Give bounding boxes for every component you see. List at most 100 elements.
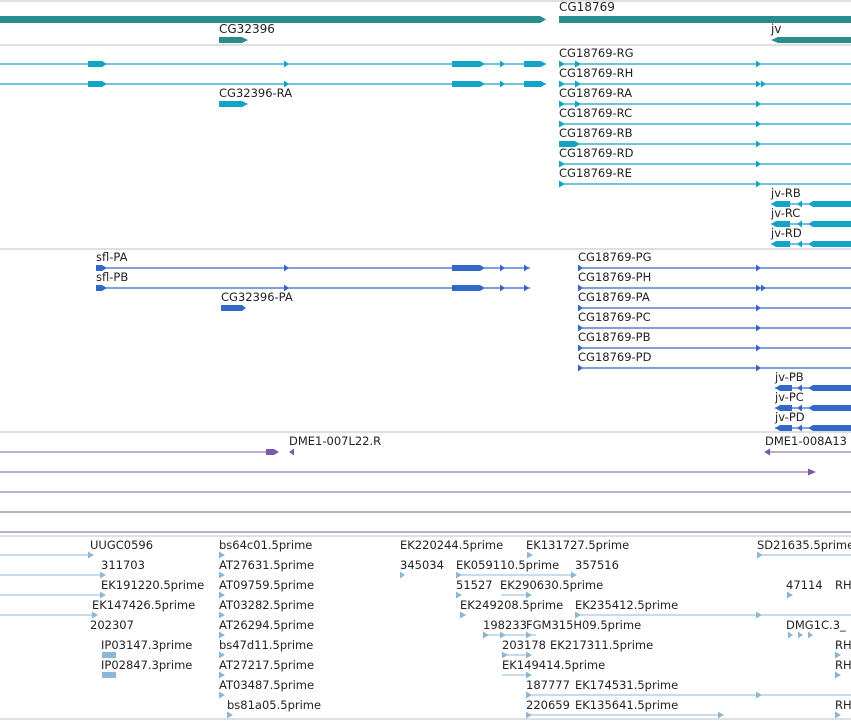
est-label[interactable]: EK147426.5prime bbox=[92, 598, 196, 612]
est-feature[interactable] bbox=[219, 551, 225, 559]
transcript-label[interactable]: CG18769-RE bbox=[559, 166, 632, 180]
est-feature[interactable] bbox=[483, 631, 489, 639]
est-label[interactable]: 51527 bbox=[456, 578, 493, 592]
est-feature[interactable] bbox=[835, 671, 841, 679]
est-feature[interactable] bbox=[102, 672, 116, 678]
est-label[interactable]: AT03282.5prime bbox=[219, 598, 315, 612]
est-feature[interactable] bbox=[219, 611, 225, 619]
protein-label[interactable]: CG18769-PB bbox=[578, 330, 651, 344]
est-label[interactable]: DMG1C.3_ bbox=[786, 618, 846, 632]
transcript-label[interactable]: jv-RD bbox=[771, 226, 802, 240]
transcript-label[interactable]: jv-RB bbox=[771, 186, 801, 200]
est-label[interactable]: EK149414.5prime bbox=[502, 658, 606, 672]
transcript-label[interactable]: CG18769-RH bbox=[559, 66, 634, 80]
est-feature[interactable] bbox=[757, 551, 763, 559]
est-label[interactable]: bs64c01.5prime bbox=[219, 538, 313, 552]
est-feature[interactable] bbox=[100, 571, 106, 579]
protein-feature[interactable] bbox=[578, 304, 851, 312]
clone-feature[interactable] bbox=[289, 448, 294, 456]
est-label[interactable]: AT09759.5prime bbox=[219, 578, 315, 592]
est-label[interactable]: RH bbox=[835, 698, 851, 712]
est-label[interactable]: EK290630.5prime bbox=[500, 578, 604, 592]
protein-feature[interactable] bbox=[578, 344, 851, 352]
clone-feature[interactable] bbox=[0, 468, 816, 476]
est-feature[interactable] bbox=[718, 711, 724, 719]
est-label[interactable]: AT03487.5prime bbox=[219, 678, 315, 692]
est-feature[interactable] bbox=[787, 591, 793, 599]
clone-feature[interactable] bbox=[0, 449, 279, 455]
est-label[interactable]: EK059110.5prime bbox=[456, 558, 560, 572]
protein-feature[interactable] bbox=[96, 264, 530, 272]
est-feature[interactable] bbox=[798, 631, 803, 639]
transcript-feature[interactable] bbox=[559, 180, 851, 188]
transcript-feature[interactable] bbox=[559, 160, 851, 168]
est-feature[interactable] bbox=[88, 551, 94, 559]
gene-label[interactable]: CG32396 bbox=[219, 22, 275, 36]
clone-feature[interactable] bbox=[764, 448, 851, 456]
est-feature[interactable] bbox=[575, 611, 581, 619]
est-feature[interactable] bbox=[526, 691, 532, 699]
est-label[interactable]: EK191220.5prime bbox=[101, 578, 205, 592]
transcript-feature[interactable] bbox=[559, 60, 851, 68]
est-feature[interactable] bbox=[219, 631, 225, 639]
protein-label[interactable]: sfl-PB bbox=[96, 270, 129, 284]
transcript-feature[interactable] bbox=[0, 60, 546, 68]
est-feature[interactable] bbox=[219, 671, 225, 679]
transcript-feature[interactable] bbox=[559, 140, 851, 148]
gene-feature[interactable] bbox=[559, 16, 851, 23]
est-label[interactable]: 187777 bbox=[526, 678, 570, 692]
est-label[interactable]: RH bbox=[835, 658, 851, 672]
protein-label[interactable]: jv-PB bbox=[775, 370, 804, 384]
est-label[interactable]: 357516 bbox=[575, 558, 619, 572]
est-feature[interactable] bbox=[219, 571, 225, 579]
protein-feature[interactable] bbox=[775, 404, 851, 412]
est-label[interactable]: SD21635.5prime bbox=[757, 538, 851, 552]
transcript-feature[interactable] bbox=[559, 80, 851, 88]
protein-feature[interactable] bbox=[96, 284, 530, 292]
est-label[interactable]: bs81a05.5prime bbox=[227, 698, 322, 712]
est-feature[interactable] bbox=[571, 571, 577, 579]
est-feature[interactable] bbox=[808, 631, 813, 639]
est-feature[interactable] bbox=[756, 691, 762, 699]
est-feature[interactable] bbox=[456, 591, 462, 599]
protein-label[interactable]: jv-PD bbox=[775, 410, 805, 424]
est-feature[interactable] bbox=[526, 591, 532, 599]
protein-label[interactable]: CG18769-PC bbox=[578, 310, 651, 324]
est-label[interactable]: EK135641.5prime bbox=[575, 698, 679, 712]
transcript-label[interactable]: CG18769-RD bbox=[559, 146, 634, 160]
protein-label[interactable]: sfl-PA bbox=[96, 250, 128, 264]
est-label[interactable]: bs47d11.5prime bbox=[219, 638, 314, 652]
gene-feature[interactable] bbox=[219, 37, 248, 43]
est-label[interactable]: 311703 bbox=[101, 558, 145, 572]
protein-label[interactable]: CG18769-PG bbox=[578, 250, 652, 264]
gene-label[interactable]: CG18769 bbox=[559, 0, 615, 14]
transcript-label[interactable]: CG18769-RG bbox=[559, 46, 634, 60]
est-feature[interactable] bbox=[526, 651, 532, 659]
est-label[interactable]: EK220244.5prime bbox=[400, 538, 504, 552]
est-feature[interactable] bbox=[500, 631, 506, 639]
est-label[interactable]: RH bbox=[835, 578, 851, 592]
est-feature[interactable] bbox=[219, 691, 225, 699]
est-label[interactable]: EK235412.5prime bbox=[575, 598, 679, 612]
gene-feature[interactable] bbox=[0, 16, 546, 23]
est-feature[interactable] bbox=[526, 671, 532, 679]
est-label[interactable]: RH bbox=[835, 638, 851, 652]
transcript-feature[interactable] bbox=[771, 220, 851, 228]
est-feature[interactable] bbox=[835, 651, 841, 659]
protein-label[interactable]: CG18769-PA bbox=[578, 290, 650, 304]
clone-label[interactable]: DME1-007L22.R bbox=[289, 434, 382, 448]
transcript-feature[interactable] bbox=[559, 120, 851, 128]
transcript-feature[interactable] bbox=[0, 80, 546, 88]
est-label[interactable]: AT27217.5prime bbox=[219, 658, 315, 672]
est-label[interactable]: AT26294.5prime bbox=[219, 618, 315, 632]
est-label[interactable]: EK131727.5prime bbox=[526, 538, 630, 552]
est-label[interactable]: 203178 bbox=[502, 638, 546, 652]
est-feature[interactable] bbox=[835, 711, 841, 719]
protein-label[interactable]: CG18769-PD bbox=[578, 350, 652, 364]
transcript-label[interactable]: CG18769-RA bbox=[559, 86, 633, 100]
est-feature[interactable] bbox=[92, 611, 98, 619]
est-label[interactable]: 198233 bbox=[483, 618, 527, 632]
est-feature[interactable] bbox=[527, 551, 533, 559]
transcript-label[interactable]: CG18769-RC bbox=[559, 106, 633, 120]
protein-feature[interactable] bbox=[221, 305, 246, 311]
